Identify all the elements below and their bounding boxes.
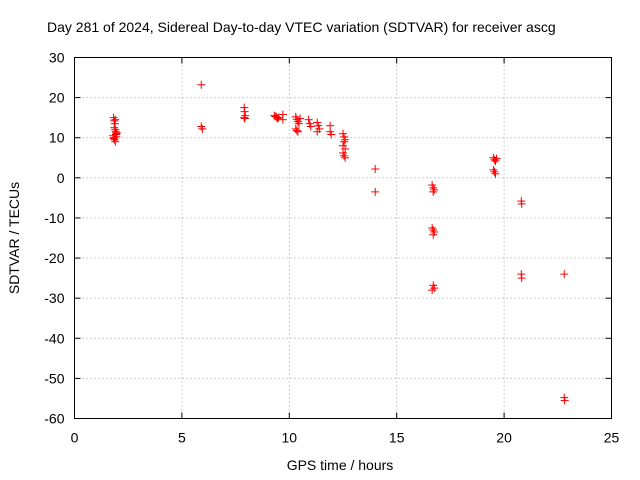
x-tick-label: 5 [178, 430, 186, 446]
data-point [340, 137, 349, 146]
data-point [489, 153, 498, 162]
x-tick-label: 10 [282, 430, 298, 446]
data-point [430, 284, 439, 293]
data-point [560, 270, 569, 279]
data-point [293, 117, 302, 126]
data-point [341, 144, 350, 153]
data-point [341, 135, 350, 144]
data-point [304, 115, 313, 124]
data-point [489, 165, 498, 174]
data-point [198, 124, 207, 133]
data-point [327, 130, 336, 139]
data-point [293, 127, 302, 136]
x-tick-label: 15 [389, 430, 405, 446]
y-tick-label: -40 [44, 330, 64, 346]
y-tick-label: 30 [49, 50, 65, 66]
y-tick-label: 20 [49, 90, 65, 106]
data-point [278, 115, 287, 124]
x-axis-label: GPS time / hours [287, 457, 394, 473]
data-point [296, 114, 305, 123]
data-point [428, 286, 437, 295]
data-point [339, 129, 347, 138]
data-point [306, 122, 315, 131]
data-point [314, 121, 323, 130]
x-tick-label: 20 [496, 430, 512, 446]
data-point [109, 113, 118, 122]
data-point [430, 185, 439, 194]
data-point [271, 112, 280, 121]
data-point [313, 127, 322, 136]
y-tick-label: -60 [44, 411, 64, 427]
plot-frame [74, 57, 612, 419]
data-point [341, 153, 350, 162]
data-point [429, 230, 438, 239]
data-point [240, 113, 249, 122]
data-point [240, 114, 249, 123]
y-tick-label: -10 [44, 210, 64, 226]
y-tick-label: 0 [57, 170, 65, 186]
data-point [517, 274, 526, 283]
data-point [371, 165, 380, 174]
grid-lines [74, 57, 612, 419]
data-point [273, 114, 282, 123]
chart-title: Day 281 of 2024, Sidereal Day-to-day VTE… [47, 19, 556, 35]
data-series-sdtvar [109, 80, 569, 405]
y-tick-label: -20 [44, 250, 64, 266]
data-point [490, 167, 499, 176]
x-tick-labels: 0 5 10 15 20 25 [71, 430, 620, 446]
data-point [428, 223, 437, 232]
data-point [197, 80, 206, 89]
data-point [294, 119, 303, 128]
data-point [371, 187, 380, 196]
x-tick-label: 25 [604, 430, 620, 446]
data-point [339, 141, 347, 150]
data-point [313, 118, 322, 127]
data-point [429, 187, 438, 196]
data-point [560, 396, 569, 405]
data-point [111, 115, 120, 124]
x-tick-label: 0 [71, 430, 79, 446]
data-point [517, 199, 526, 208]
data-point [111, 137, 120, 146]
y-tick-labels: -60 -50 -40 -30 -20 -10 0 10 20 30 [44, 50, 64, 427]
axis-ticks [74, 57, 612, 419]
y-tick-label: -30 [44, 290, 64, 306]
data-point [292, 126, 301, 135]
y-tick-label: -50 [44, 370, 64, 386]
data-point [274, 113, 283, 122]
data-point [491, 169, 500, 178]
y-axis-label: SDTVAR / TECUs [6, 182, 22, 294]
data-point [110, 123, 119, 132]
data-point [490, 155, 499, 164]
data-point [112, 132, 121, 141]
data-point [492, 154, 501, 163]
y-tick-label: 10 [49, 130, 65, 146]
data-point [340, 151, 349, 160]
